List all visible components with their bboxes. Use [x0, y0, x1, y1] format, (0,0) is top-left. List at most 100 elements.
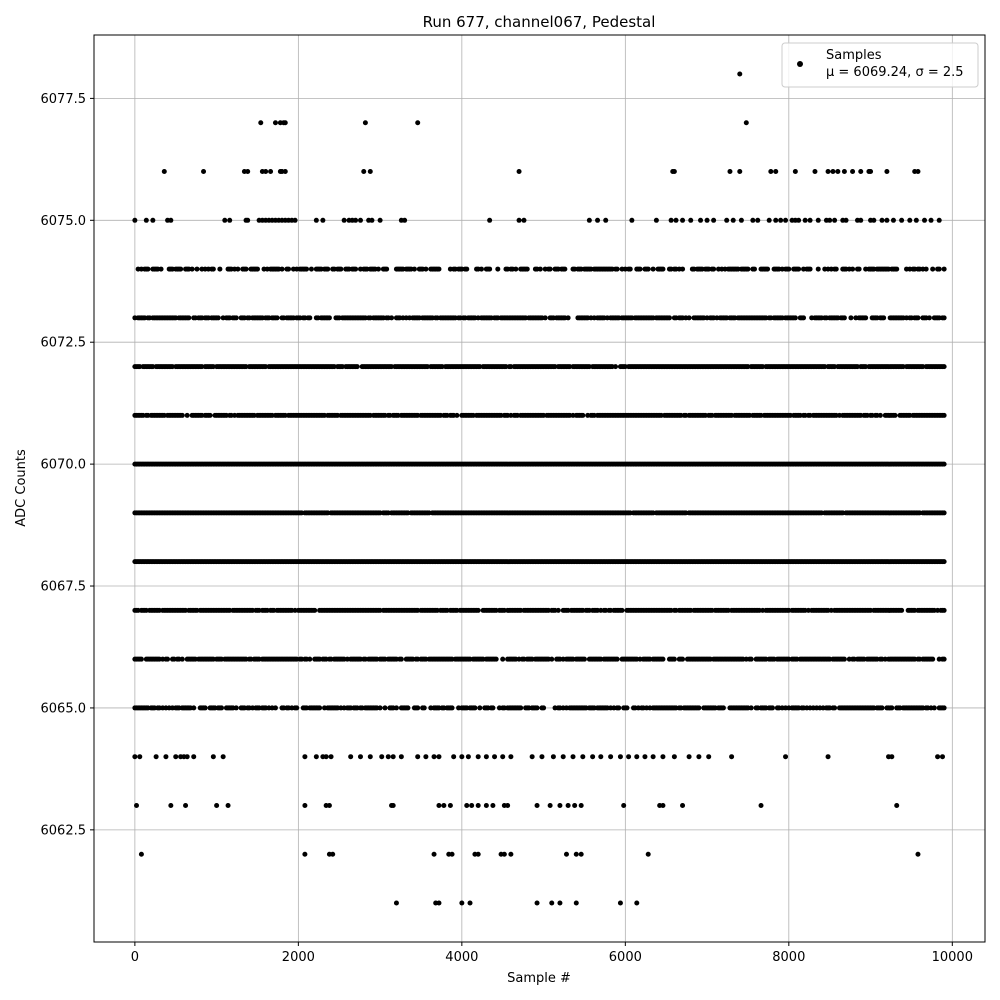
sample-point — [323, 754, 329, 760]
sample-point — [758, 802, 764, 808]
sample-point — [941, 412, 947, 418]
sample-point — [145, 266, 151, 272]
x-tick-label: 2000 — [282, 950, 315, 965]
y-tick-label: 6072.5 — [41, 336, 87, 351]
sample-point — [534, 900, 540, 906]
sample-point — [598, 754, 604, 760]
sample-point — [487, 266, 493, 272]
sample-point — [603, 217, 609, 223]
sample-point — [415, 705, 421, 711]
sample-point — [161, 169, 167, 175]
y-tick-label: 6067.5 — [41, 580, 87, 595]
sample-point — [179, 656, 185, 662]
sample-point — [357, 754, 363, 760]
sample-point — [362, 120, 368, 126]
sample-point — [163, 754, 169, 760]
sample-point — [518, 705, 524, 711]
sample-point — [801, 315, 807, 321]
sample-point — [547, 802, 553, 808]
sample-point — [573, 851, 579, 857]
sample-point — [302, 754, 308, 760]
sample-point — [666, 315, 672, 321]
sample-point — [184, 754, 190, 760]
sample-point — [447, 802, 453, 808]
sample-point — [881, 315, 887, 321]
sample-point — [613, 364, 619, 370]
sample-point — [179, 412, 185, 418]
sample-point — [642, 754, 648, 760]
sample-point — [931, 705, 937, 711]
sample-point — [478, 266, 484, 272]
sample-point — [483, 802, 489, 808]
sample-point — [431, 754, 437, 760]
sample-point — [926, 315, 932, 321]
sample-point — [825, 754, 831, 760]
sample-point — [411, 266, 417, 272]
sample-point — [415, 120, 421, 126]
sample-point — [573, 900, 579, 906]
sample-point — [472, 705, 478, 711]
sample-point — [464, 802, 470, 808]
sample-point — [711, 266, 717, 272]
sample-point — [272, 705, 278, 711]
sample-point — [353, 217, 359, 223]
sample-point — [581, 656, 587, 662]
sample-point — [320, 217, 326, 223]
sample-point — [578, 802, 584, 808]
sample-point — [941, 461, 947, 467]
sample-point — [645, 851, 651, 857]
sample-point — [254, 266, 260, 272]
sample-point — [825, 169, 831, 175]
sample-point — [879, 705, 885, 711]
sample-point — [704, 217, 710, 223]
sample-point — [680, 802, 686, 808]
y-tick-label: 6065.0 — [41, 701, 87, 716]
sample-point — [848, 315, 854, 321]
sample-point — [464, 266, 470, 272]
sample-point — [385, 754, 391, 760]
sample-point — [274, 315, 280, 321]
sample-point — [308, 266, 314, 272]
x-tick-label: 10000 — [932, 950, 973, 965]
sample-point — [565, 315, 571, 321]
sample-point — [698, 217, 704, 223]
sample-point — [884, 217, 890, 223]
sample-point — [637, 266, 643, 272]
sample-point — [619, 607, 625, 613]
sample-point — [748, 705, 754, 711]
sample-point — [341, 217, 347, 223]
sample-point — [367, 754, 373, 760]
sample-point — [233, 315, 239, 321]
sample-point — [660, 656, 666, 662]
sample-point — [354, 364, 360, 370]
sample-point — [436, 900, 442, 906]
sample-point — [858, 217, 864, 223]
sample-point — [158, 266, 164, 272]
sample-point — [459, 754, 465, 760]
sample-point — [550, 754, 556, 760]
sample-point — [856, 266, 862, 272]
sample-point — [449, 705, 455, 711]
sample-point — [899, 607, 905, 613]
sample-point — [696, 754, 702, 760]
sample-point — [150, 217, 156, 223]
sample-point — [132, 754, 138, 760]
legend: Samples μ = 6069.24, σ = 2.5 — [781, 42, 979, 88]
sample-point — [727, 169, 733, 175]
sample-point — [375, 266, 381, 272]
sample-point — [586, 217, 592, 223]
sample-point — [892, 412, 898, 418]
sample-point — [168, 802, 174, 808]
sample-point — [913, 217, 919, 223]
sample-point — [178, 266, 184, 272]
sample-point — [572, 802, 578, 808]
sample-point — [673, 217, 679, 223]
sample-point — [617, 900, 623, 906]
sample-point — [907, 217, 913, 223]
sample-point — [307, 315, 313, 321]
sample-point — [529, 754, 535, 760]
sample-point — [313, 217, 319, 223]
sample-point — [750, 217, 756, 223]
